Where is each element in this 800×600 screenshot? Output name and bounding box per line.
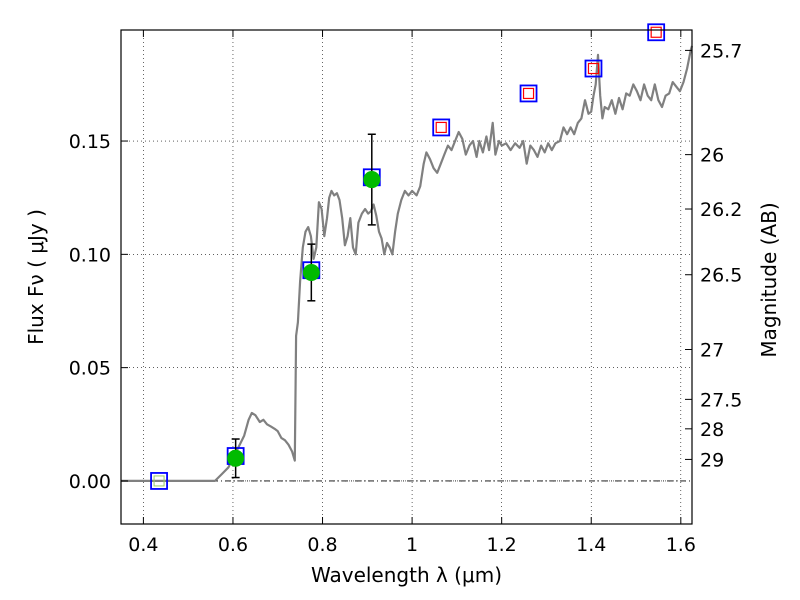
upper-limit-marker	[650, 26, 662, 38]
model-flux-square	[150, 472, 168, 490]
plot-frame	[120, 29, 693, 525]
model-flux-square	[432, 118, 451, 137]
x-tick-label: 1.4	[576, 534, 606, 556]
x-tick-label: 1	[406, 534, 418, 556]
observed-flux-point	[227, 449, 245, 467]
mag-tick-label: 27	[700, 340, 724, 362]
model-flux-square	[647, 23, 666, 42]
y-tick-label: 0.00	[69, 471, 111, 493]
observed-flux-point	[363, 171, 381, 189]
y2-axis-label: Magnitude (AB)	[757, 202, 781, 357]
mag-tick-label: 25.7	[700, 40, 742, 62]
model-spectrum	[121, 45, 694, 482]
mag-tick-label: 27.5	[700, 389, 742, 411]
x-tick-label: 0.8	[307, 534, 337, 556]
y-axis-label: Flux Fν ( μJy )	[24, 209, 48, 345]
photometry-markers	[150, 23, 666, 490]
x-tick-label: 0.4	[128, 534, 158, 556]
model-flux-square	[584, 59, 603, 78]
upper-limit-marker	[522, 87, 535, 100]
mag-tick-label: 29	[700, 449, 724, 471]
grid-lines	[121, 30, 692, 524]
axis-ticks: 0.4 0.6 0.8 1 1.2 1.4 1.6 0.00 0.05 0.10 0.15 25.7 2…	[69, 30, 742, 556]
x-tick-label: 0.6	[218, 534, 248, 556]
upper-limit-marker	[587, 62, 600, 75]
mag-tick-label: 26.2	[700, 199, 742, 221]
upper-limit-marker	[435, 121, 447, 134]
x-tick-label: 1.6	[666, 534, 696, 556]
y-tick-label: 0.05	[69, 358, 111, 380]
mag-tick-label: 26.5	[700, 265, 742, 287]
faint-band-marker	[153, 475, 165, 487]
mag-tick-label: 26	[700, 145, 724, 167]
model-flux-square	[519, 84, 538, 103]
x-axis-label: Wavelength λ (μm)	[311, 563, 502, 587]
mag-tick-label: 28	[700, 419, 724, 441]
spectrum-line	[121, 45, 694, 482]
y-tick-label: 0.10	[69, 244, 111, 266]
x-tick-label: 1.2	[487, 534, 517, 556]
observed-flux-point	[302, 263, 320, 281]
y-tick-label: 0.15	[69, 131, 111, 153]
